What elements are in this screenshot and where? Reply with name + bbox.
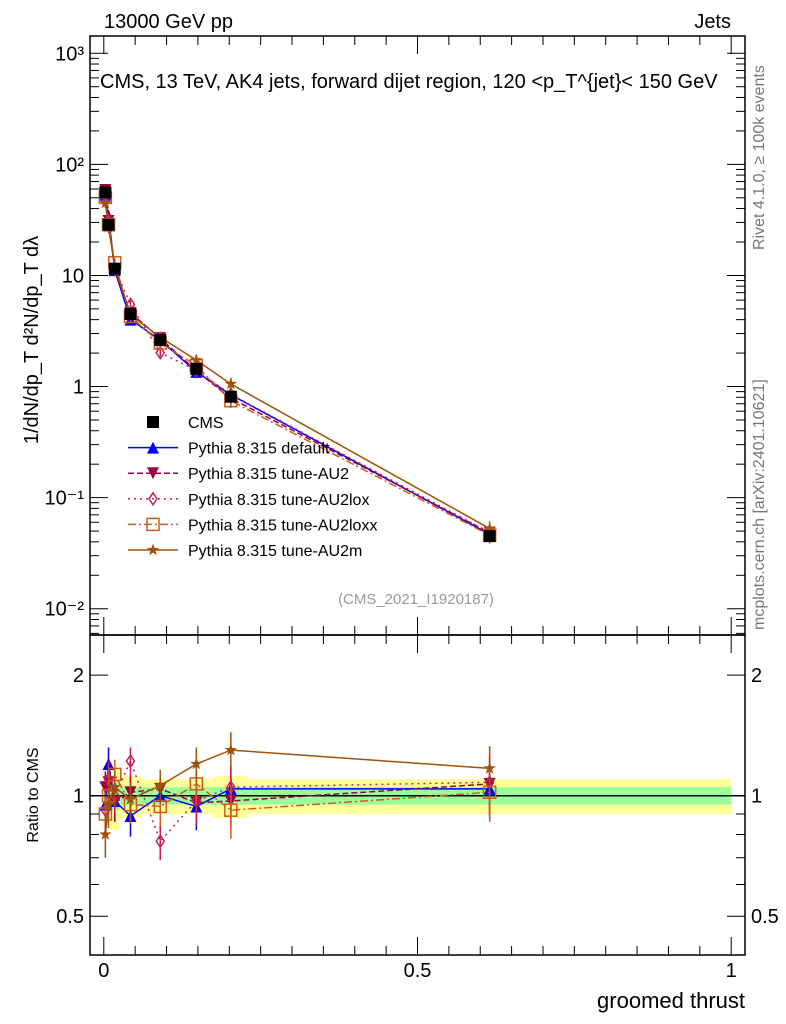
beam-label: 13000 GeV pp <box>104 11 233 33</box>
legend-marker-pythia-8-315-tune-au2loxx <box>146 517 160 532</box>
cms-data-point <box>154 334 167 347</box>
legend-label-cms: CMS <box>188 415 224 432</box>
y-axis-label: 1/dN/dp_T d²N/dp_T dλ <box>21 236 43 444</box>
pythia-8-315-tune-au2m-ratio-point <box>483 761 496 774</box>
legend-marker-pythia-8-315-tune-au2m <box>146 543 160 556</box>
legend-label-pythia-8-315-tune-au2m: Pythia 8.315 tune-AU2m <box>188 543 362 560</box>
pythia-8-315-tune-au2m-point <box>483 522 496 534</box>
pythia-8-315-tune-au2m-ratio-point <box>99 828 112 840</box>
pythia-8-315-tune-au2lox-ratio-point <box>191 793 202 809</box>
pythia-8-315-tune-au2m-point <box>224 377 237 390</box>
legend-marker-pythia-8-315-default <box>147 441 159 454</box>
rivet-version-label: Rivet 4.1.0, ≥ 100k events <box>751 65 768 250</box>
pythia-8-315-tune-au2loxx-ratio-point <box>224 803 238 817</box>
cms-data-point <box>190 362 203 375</box>
legend-marker-pythia-8-315-tune-au2lox <box>148 491 158 507</box>
pythia-8-315-tune-au2m-ratio-point <box>108 780 121 793</box>
cms-data-point <box>102 218 115 231</box>
pythia-8-315-tune-au2m-point <box>99 196 112 209</box>
ratio-y-tick-label-right: 2 <box>751 665 762 687</box>
pythia-8-315-tune-au2lox-point <box>155 345 166 361</box>
legend-label-pythia-8-315-default: Pythia 8.315 default <box>188 441 330 458</box>
pythia-8-315-tune-au2m-ratio-point <box>190 757 203 770</box>
pythia-8-315-tune-au2loxx-line <box>104 197 490 536</box>
mcplots-label: mcplots.cern.ch [arXiv:2401.10621] <box>751 379 768 630</box>
x-tick-label: 0 <box>98 960 109 982</box>
legend-marker-cms <box>147 416 159 428</box>
legend-label-pythia-8-315-tune-au2lox: Pythia 8.315 tune-AU2lox <box>188 492 369 509</box>
plot-title: CMS, 13 TeV, AK4 jets, forward dijet reg… <box>100 71 718 93</box>
cms-data-point <box>108 262 121 275</box>
cms-data-point <box>483 530 496 543</box>
cms-data-point <box>124 307 137 320</box>
x-axis-label: groomed thrust <box>597 988 745 1013</box>
x-tick-label: 1 <box>726 960 737 982</box>
ratio-y-tick-label-right: 0.5 <box>751 906 779 928</box>
pythia-8-315-tune-au2m-ratio-point <box>224 743 237 756</box>
pythia-8-315-tune-au2lox-ratio-point <box>125 753 136 769</box>
y-tick-label: 10⁻¹ <box>45 488 85 510</box>
y-tick-label: 10⁻² <box>45 599 85 621</box>
pythia-8-315-tune-au2m-line <box>104 202 491 530</box>
ratio-y-label: Ratio to CMS <box>25 747 42 842</box>
pythia-8-315-default-ratio-line <box>104 763 490 817</box>
pythia-8-315-tune-au2lox-ratio-point <box>155 833 166 849</box>
cms-data-point <box>99 186 112 199</box>
pythia-8-315-tune-au2m-ratio-point <box>124 792 137 805</box>
pythia-8-315-tune-au2m-point <box>190 353 203 366</box>
legend-label-pythia-8-315-tune-au2: Pythia 8.315 tune-AU2 <box>188 466 349 483</box>
x-tick-label: 0.5 <box>404 960 432 982</box>
y-tick-label: 10² <box>55 154 84 176</box>
legend-marker-pythia-8-315-tune-au2 <box>147 467 159 480</box>
legend-label-pythia-8-315-tune-au2loxx: Pythia 8.315 tune-AU2loxx <box>188 517 377 534</box>
cms-data-point <box>224 390 237 403</box>
process-label: Jets <box>694 11 731 33</box>
pythia-8-315-tune-au2m-ratio-point <box>154 779 167 791</box>
ratio-y-tick-label-right: 1 <box>751 786 762 808</box>
y-tick-label: 10 <box>62 265 84 287</box>
ratio-y-tick-label: 0.5 <box>56 906 84 928</box>
pythia-8-315-default-line <box>104 194 491 535</box>
ratio-y-tick-label: 2 <box>73 665 84 687</box>
analysis-id: (CMS_2021_I1920187) <box>338 591 494 608</box>
pythia-8-315-tune-au2m-ratio-point <box>102 798 115 810</box>
y-tick-label: 10³ <box>55 43 84 65</box>
y-tick-label: 1 <box>73 377 84 399</box>
ratio-y-tick-label: 1 <box>73 786 84 808</box>
